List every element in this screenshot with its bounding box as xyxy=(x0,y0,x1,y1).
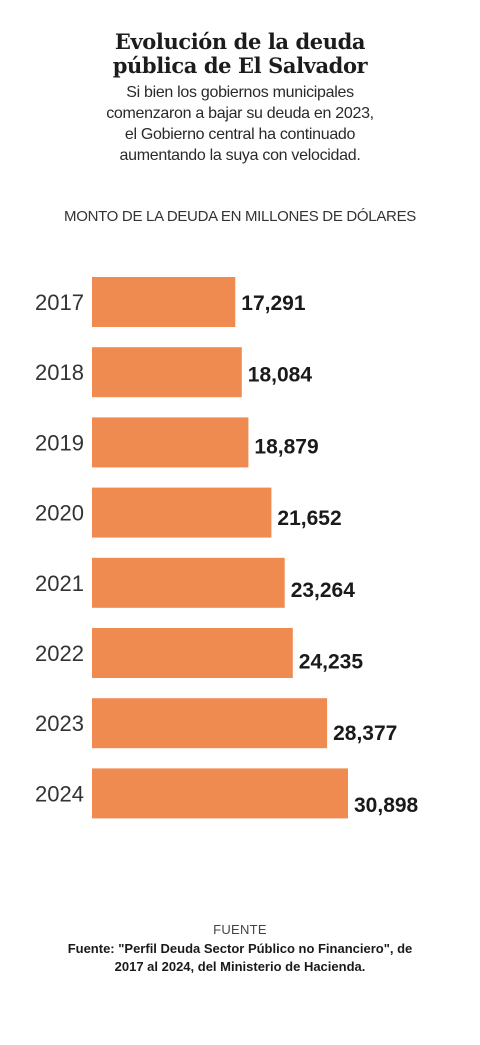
value-label: 24,235 xyxy=(299,651,364,674)
category-label: 2017 xyxy=(35,290,84,315)
category-label: 2019 xyxy=(35,430,84,455)
bar-chart: 2017 17,291 2018 18,084 2019 18,879 2020 21,652… xyxy=(35,277,419,819)
bar xyxy=(92,628,293,678)
bar xyxy=(92,557,285,608)
category-label: 2023 xyxy=(35,711,84,736)
category-label: 2020 xyxy=(35,501,84,526)
category-label: 2018 xyxy=(35,360,84,385)
bar xyxy=(92,417,249,468)
value-label: 30,898 xyxy=(354,794,419,817)
value-label: 21,652 xyxy=(277,507,341,530)
subtitle-line: aumentando la suya con velocidad. xyxy=(119,147,361,164)
value-label: 17,291 xyxy=(241,292,306,315)
subtitle-line: comenzaron a bajar su deuda en 2023, xyxy=(106,105,374,122)
value-label: 23,264 xyxy=(291,579,356,602)
chart-subtitle: Si bien los gobiernos municipales comenz… xyxy=(0,82,480,166)
chart-title-line: pública de El Salvador xyxy=(112,53,368,78)
category-label: 2022 xyxy=(35,641,84,666)
category-label: 2024 xyxy=(35,781,84,806)
units-label: MONTO DE LA DEUDA EN MILLONES DE DÓLARES xyxy=(64,208,416,225)
chart-title: Evolución de la deuda pública de El Salv… xyxy=(0,30,480,78)
subtitle-line: el Gobierno central ha continuado xyxy=(124,126,356,143)
source-kicker: FUENTE xyxy=(213,922,267,937)
chart-title-line: Evolución de la deuda xyxy=(114,29,366,54)
bar xyxy=(92,277,236,327)
source-line: 2017 al 2024, del Ministerio de Hacienda… xyxy=(114,959,366,974)
value-label: 18,879 xyxy=(254,435,318,458)
bar xyxy=(92,768,348,819)
value-label: 28,377 xyxy=(333,722,397,745)
source-note: Fuente: "Perfil Deuda Sector Público no … xyxy=(0,940,480,976)
source-line: Fuente: "Perfil Deuda Sector Público no … xyxy=(67,941,413,956)
bar xyxy=(92,698,328,749)
subtitle-line: Si bien los gobiernos municipales xyxy=(126,84,354,101)
bar xyxy=(92,347,242,398)
value-label: 18,084 xyxy=(248,364,313,387)
bar xyxy=(92,487,272,538)
category-label: 2021 xyxy=(35,571,84,596)
